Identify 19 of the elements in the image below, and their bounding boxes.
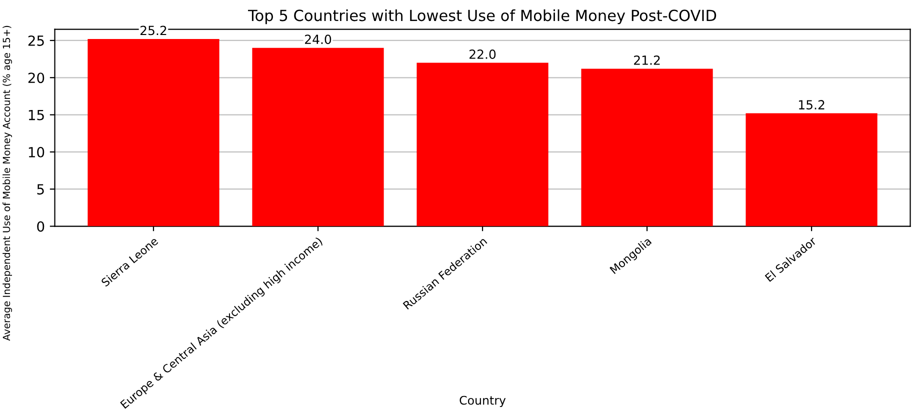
y-tick-label: 0: [37, 221, 44, 232]
data-label: 24.0: [305, 34, 332, 44]
bar: [746, 113, 878, 226]
bar: [416, 62, 548, 226]
data-label: 25.2: [140, 26, 166, 36]
y-tick-label: 10: [28, 146, 44, 158]
bar: [88, 38, 220, 226]
data-label: 15.2: [799, 100, 824, 110]
x-axis-title: Country: [460, 396, 506, 408]
data-label: 22.0: [470, 50, 496, 59]
bar: [252, 48, 384, 226]
y-tick-label: 5: [37, 184, 44, 195]
bar: [581, 68, 713, 226]
y-tick-label: 25: [28, 35, 44, 46]
y-axis-title: Average Independent Use of Mobile Money Account (% age 15+): [2, 26, 12, 341]
chart-title: Top 5 Countries with Lowest Use of Mobile Money Post-COVID: [248, 9, 716, 24]
data-label: 21.2: [634, 55, 660, 65]
y-tick-label: 15: [28, 110, 44, 120]
y-tick-label: 20: [28, 72, 44, 84]
